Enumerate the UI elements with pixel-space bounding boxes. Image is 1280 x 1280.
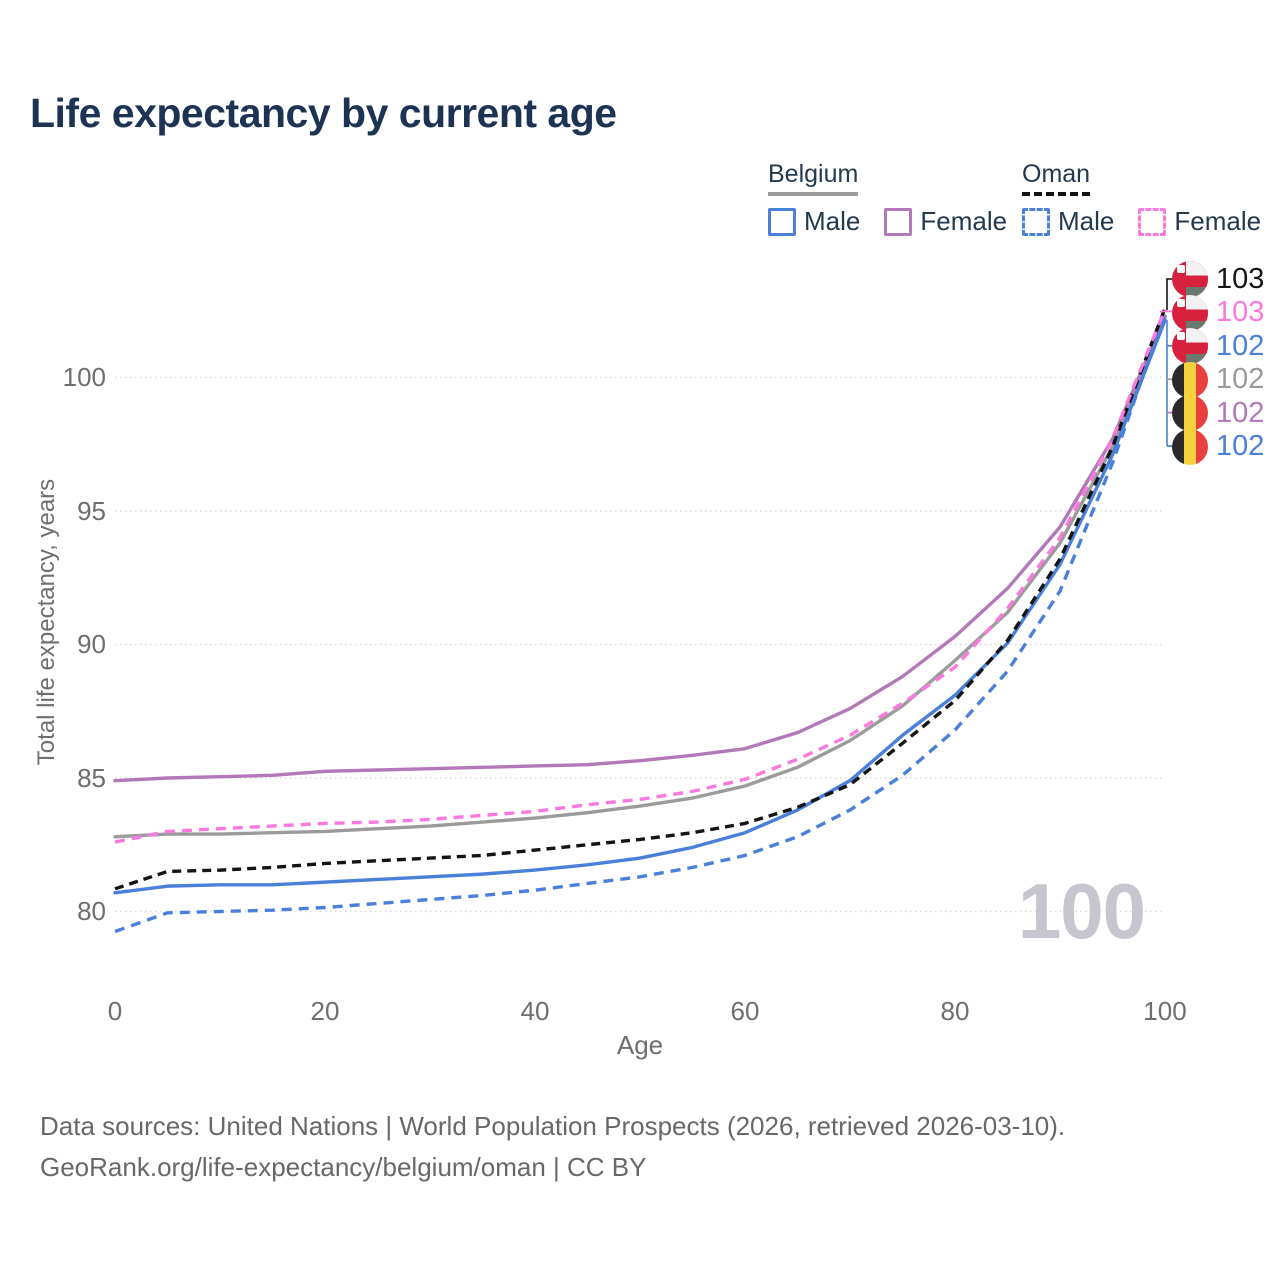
legend-item-belgium-male[interactable]: Male [768, 206, 860, 237]
end-label-value: 102 [1216, 329, 1265, 362]
oman-male-swatch-icon [1022, 207, 1050, 236]
legend-item-label: Male [1058, 206, 1115, 236]
legend-item-oman-female[interactable]: Female [1138, 206, 1261, 237]
belgium-flag-icon [1172, 361, 1208, 398]
end-label-value: 102 [1216, 363, 1265, 395]
legend-item-label: Female [1174, 206, 1262, 236]
footer-line-1: Data sources: United Nations | World Pop… [40, 1111, 1066, 1141]
end-label-value: 103 [1216, 296, 1265, 328]
y-tick-100: 100 [62, 362, 106, 392]
legend-group: Oman Male Female [1022, 160, 1261, 237]
y-tick-90: 90 [77, 629, 106, 659]
belgium-flag-icon [1172, 395, 1208, 431]
legend-country-belgium: Belgium [768, 160, 859, 196]
belgium-male-swatch-icon [768, 207, 796, 236]
y-tick-80: 80 [77, 896, 106, 926]
end-label-value: 102 [1216, 430, 1265, 462]
end-label-row: 102 [1172, 428, 1265, 465]
y-tick-95: 95 [77, 496, 106, 526]
end-label-row: 102 [1172, 361, 1265, 398]
oman-flag-icon [1172, 294, 1208, 331]
legend-item-label: Female [920, 206, 1008, 236]
y-axis-title: Total life expectancy, years [33, 478, 60, 766]
end-label-value: 102 [1216, 396, 1265, 429]
data-source-footer: Data sources: United Nations | World Pop… [40, 1106, 1065, 1188]
x-tick-100: 100 [1143, 996, 1187, 1026]
legend-item-belgium-female[interactable]: Female [884, 206, 1007, 237]
belgium-flag-icon [1172, 428, 1208, 465]
belgium-female-swatch-icon [884, 207, 913, 236]
oman-flag-icon [1172, 261, 1208, 297]
x-axis-title: Age [616, 1030, 664, 1060]
page-title: Life expectancy by current age [30, 90, 617, 136]
x-tick-0: 0 [107, 996, 123, 1026]
end-label-row: 103 [1172, 294, 1265, 331]
oman-female-swatch-icon [1138, 207, 1167, 236]
x-tick-40: 40 [520, 996, 550, 1026]
legend-item-oman-male[interactable]: Male [1022, 206, 1114, 237]
oman-flag-icon [1172, 328, 1208, 364]
x-tick-80: 80 [940, 996, 970, 1026]
age-watermark: 100 [1017, 867, 1146, 955]
legend-country-oman: Oman [1022, 160, 1091, 196]
y-tick-85: 85 [77, 763, 106, 793]
legend-group: Belgium Male Female [768, 160, 1007, 237]
end-label-row: 103 [1172, 261, 1264, 297]
footer-line-2: GeoRank.org/life-expectancy/belgium/oman… [40, 1152, 647, 1182]
legend-item-label: Male [804, 206, 861, 236]
end-label-row: 102 [1172, 328, 1264, 364]
end-label-row: 102 [1172, 395, 1264, 431]
end-label-value: 103 [1216, 262, 1265, 295]
x-tick-60: 60 [730, 996, 760, 1026]
x-tick-20: 20 [310, 996, 340, 1026]
